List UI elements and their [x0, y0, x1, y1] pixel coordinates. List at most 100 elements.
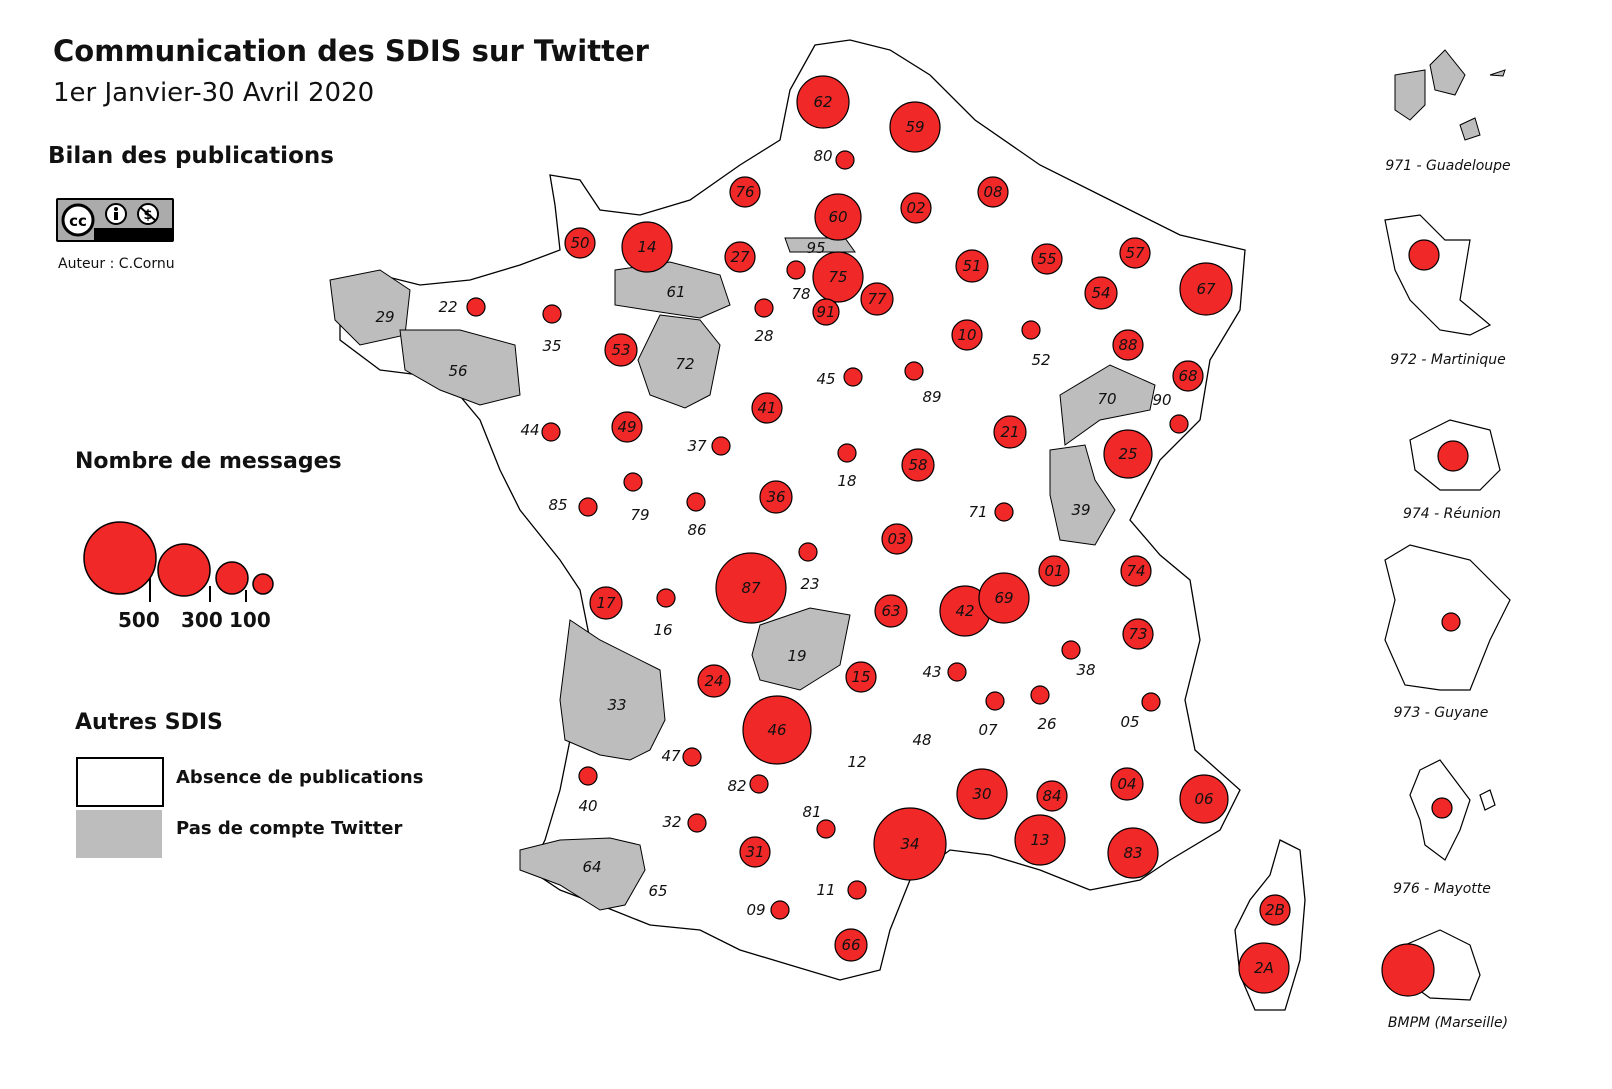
dept-16-circle [656, 588, 676, 608]
dept-21-label: 21 [1000, 423, 1019, 441]
dept-03-label: 03 [887, 530, 906, 548]
dept-73-label: 73 [1128, 625, 1147, 643]
dept-46-label: 46 [767, 721, 786, 739]
dept-36-label: 36 [766, 488, 785, 506]
dept-08-circle [977, 176, 1009, 208]
dept-10-circle [951, 319, 983, 351]
dept-78-circle [786, 260, 806, 280]
dept-67-circle [1179, 262, 1233, 316]
dept-83-label: 83 [1123, 844, 1142, 862]
dept-57-label: 57 [1125, 244, 1145, 262]
dept-52-circle [1021, 320, 1041, 340]
dept-90-circle [1169, 414, 1189, 434]
dept-51-label: 51 [962, 257, 981, 275]
dept-70-label: 70 [1097, 390, 1116, 408]
dept-82-circle [749, 774, 769, 794]
dept-05-label: 05 [1120, 713, 1139, 731]
dept-17-circle [589, 586, 623, 620]
dept-57-circle [1119, 237, 1151, 269]
dept-51-circle [955, 249, 989, 283]
size-legend-label-100: 100 [229, 608, 271, 632]
dept-25-circle [1103, 429, 1153, 479]
dept-73-circle [1122, 618, 1154, 650]
overseas-label-4: 976 - Mayotte [1393, 881, 1491, 897]
overseas-3-circle [1441, 612, 1461, 632]
dept-56-region [399, 329, 521, 406]
dept-83-circle [1107, 827, 1159, 879]
dept-39-label: 39 [1071, 501, 1090, 519]
overseas-label-3: 973 - Guyane [1394, 705, 1489, 721]
dept-01-circle [1038, 555, 1070, 587]
dept-46-circle [742, 695, 812, 765]
dept-85-circle [578, 497, 598, 517]
overseas-5-circle [1381, 943, 1435, 997]
dept-43-label: 43 [922, 663, 941, 681]
dept-2B-label: 2B [1265, 901, 1285, 919]
dept-42-label: 42 [955, 602, 974, 620]
dept-18-label: 18 [837, 472, 856, 490]
overseas-1-circle [1408, 239, 1440, 271]
dept-89-label: 89 [922, 388, 941, 406]
dept-12-label: 12 [847, 753, 866, 771]
dept-87-circle [715, 552, 787, 624]
dept-59-circle [889, 101, 941, 153]
dept-74-circle [1120, 555, 1152, 587]
dept-27-label: 27 [730, 248, 750, 266]
dept-61-region [614, 261, 731, 319]
dept-95-label: 95 [806, 239, 825, 257]
dept-10-label: 10 [957, 326, 976, 344]
dept-41-circle [751, 392, 783, 424]
dept-37-circle [711, 436, 731, 456]
dept-09-label: 09 [746, 901, 765, 919]
bilan-heading: Bilan des publications [48, 143, 334, 169]
dept-71-label: 71 [968, 503, 987, 521]
dept-01-label: 01 [1044, 562, 1063, 580]
size-legend-circle-small [252, 573, 274, 595]
dept-09-circle [770, 900, 790, 920]
dept-78-label: 78 [791, 285, 810, 303]
size-legend [83, 521, 274, 602]
dept-62-circle [796, 75, 850, 129]
overseas-label-0: 971 - Guadeloupe [1385, 158, 1510, 174]
dept-18-circle [837, 443, 857, 463]
dept-81-circle [816, 819, 836, 839]
legend-label-no-account: Pas de compte Twitter [176, 818, 403, 839]
dept-28-label: 28 [754, 327, 773, 345]
dept-32-circle [687, 813, 707, 833]
dept-49-label: 49 [617, 418, 636, 436]
legend-label-no-publications: Absence de publications [176, 767, 424, 788]
dept-34-label: 34 [900, 835, 919, 853]
dept-86-label: 86 [687, 521, 706, 539]
dept-88-label: 88 [1118, 336, 1137, 354]
dept-95-region [784, 237, 856, 253]
dept-28-circle [754, 298, 774, 318]
overseas-label-5: BMPM (Marseille) [1388, 1015, 1508, 1031]
svg-text:cc: cc [69, 212, 87, 230]
dept-64-label: 64 [582, 858, 601, 876]
dept-45-label: 45 [816, 370, 835, 388]
dept-61-label: 61 [666, 283, 685, 301]
dept-02-circle [900, 192, 932, 224]
dept-35-circle [542, 304, 562, 324]
dept-50-circle [564, 227, 596, 259]
dept-55-label: 55 [1037, 250, 1056, 268]
france-outline [339, 39, 1246, 981]
dept-89-circle [904, 361, 924, 381]
dept-63-circle [874, 594, 908, 628]
dept-55-circle [1031, 243, 1063, 275]
dept-22-label: 22 [438, 298, 457, 316]
dept-75-label: 75 [828, 268, 847, 286]
dept-53-label: 53 [611, 341, 630, 359]
dept-77-circle [860, 282, 894, 316]
dept-21-circle [993, 415, 1027, 449]
dept-03-circle [881, 523, 913, 555]
dept-41-label: 41 [757, 399, 776, 417]
dept-67-label: 67 [1196, 280, 1216, 298]
dept-53-circle [604, 333, 638, 367]
dept-37-label: 37 [687, 437, 707, 455]
dept-50-label: 50 [570, 234, 589, 252]
dept-56-label: 56 [448, 362, 467, 380]
dept-24-label: 24 [704, 672, 723, 690]
overseas-label-1: 972 - Martinique [1390, 352, 1506, 368]
